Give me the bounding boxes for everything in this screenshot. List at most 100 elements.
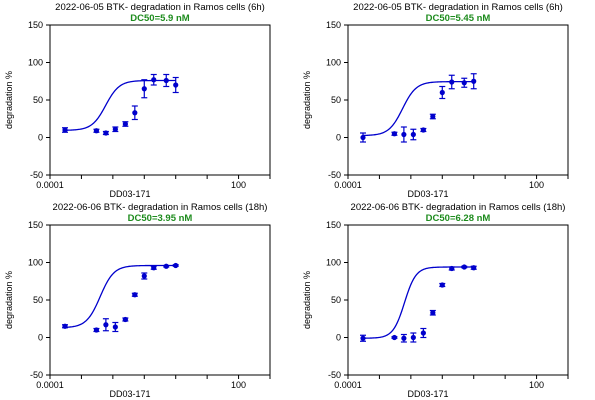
data-point: [151, 77, 157, 83]
plot-frame: [49, 24, 271, 176]
fit-curve: [362, 266, 474, 339]
data-point: [439, 89, 445, 96]
y-tick-label: 50: [33, 295, 43, 305]
chart-panel-3: 2022-06-06 BTK- degradation in Ramos cel…: [0, 200, 297, 400]
y-tick-label: 0: [336, 133, 341, 143]
x-axis-label: DD03-171: [109, 389, 150, 399]
x-tick-label: 0.0001: [334, 380, 362, 390]
fit-curve: [64, 264, 176, 329]
data-point: [391, 131, 398, 137]
y-tick-label: -50: [30, 170, 43, 180]
y-tick-label: 0: [38, 133, 43, 143]
x-axis-label: DD03-171: [407, 189, 448, 199]
plot-frame: [49, 224, 271, 376]
data-point: [122, 121, 128, 127]
data-point: [112, 324, 118, 330]
y-tick-label: 150: [326, 20, 341, 30]
y-tick-label: -50: [328, 370, 341, 380]
x-tick-label: 0.0001: [334, 180, 362, 190]
data-point: [410, 334, 416, 341]
data-point: [360, 335, 366, 341]
data-point: [461, 264, 467, 270]
x-tick-label: 100: [231, 380, 246, 390]
data-point: [112, 126, 118, 132]
data-point: [151, 265, 157, 271]
y-tick-label: 50: [33, 95, 43, 105]
data-point: [391, 334, 398, 341]
y-tick-label: -50: [328, 170, 341, 180]
x-tick-label: 0.0001: [36, 380, 64, 390]
dc50-label: DC50=3.95 nM: [128, 213, 193, 224]
chart-title: 2022-06-06 BTK- degradation in Ramos cel…: [53, 202, 268, 213]
fit-curve: [362, 80, 474, 137]
data-point: [173, 82, 179, 88]
data-point: [122, 316, 128, 323]
y-axis-label: degradation %: [4, 271, 14, 329]
y-tick-label: 100: [326, 58, 341, 68]
x-tick-label: 100: [529, 180, 544, 190]
data-point: [163, 77, 169, 84]
chart-title: 2022-06-05 BTK- degradation in Ramos cel…: [55, 2, 265, 13]
data-point: [471, 265, 477, 271]
chart-svg-2: 2022-06-05 BTK- degradation in Ramos cel…: [302, 2, 569, 199]
data-point: [141, 273, 147, 279]
x-axis-label: DD03-171: [407, 389, 448, 399]
x-tick-label: 100: [529, 380, 544, 390]
chart-panel-4: 2022-06-06 BTK- degradation in Ramos cel…: [298, 200, 595, 400]
y-tick-label: -50: [30, 370, 43, 380]
data-point: [93, 128, 100, 134]
data-point: [420, 330, 426, 336]
y-tick-label: 100: [326, 258, 341, 268]
data-point: [439, 282, 445, 288]
y-axis-label: degradation %: [302, 71, 312, 129]
data-point: [401, 131, 407, 138]
data-point: [410, 131, 416, 138]
data-point: [449, 265, 455, 272]
data-point: [141, 86, 147, 92]
data-point: [173, 262, 179, 269]
dc50-label: DC50=5.45 nM: [426, 13, 491, 24]
data-point: [132, 110, 138, 116]
x-tick-label: 100: [231, 180, 246, 190]
data-point: [430, 310, 436, 316]
y-tick-label: 150: [326, 220, 341, 230]
chart-panel-1: 2022-06-05 BTK- degradation in Ramos cel…: [0, 0, 297, 200]
x-axis-label: DD03-171: [109, 189, 150, 199]
chart-svg-4: 2022-06-06 BTK- degradation in Ramos cel…: [302, 202, 569, 399]
data-point: [360, 134, 366, 141]
data-point: [461, 80, 467, 86]
plot-frame: [347, 24, 569, 176]
y-tick-label: 150: [28, 220, 43, 230]
data-point: [103, 130, 109, 136]
fit-curve: [64, 79, 176, 131]
data-point: [62, 127, 68, 133]
y-tick-label: 50: [331, 95, 341, 105]
chart-title: 2022-06-05 BTK- degradation in Ramos cel…: [353, 2, 563, 13]
chart-svg-3: 2022-06-06 BTK- degradation in Ramos cel…: [4, 202, 271, 399]
y-tick-label: 0: [38, 333, 43, 343]
dc50-label: DC50=5.9 nM: [130, 13, 189, 24]
data-point: [471, 78, 477, 84]
data-point: [93, 327, 100, 333]
y-tick-label: 100: [28, 258, 43, 268]
data-point: [103, 322, 109, 328]
data-point: [132, 292, 138, 298]
chart-title: 2022-06-06 BTK- degradation in Ramos cel…: [351, 202, 566, 213]
y-tick-label: 150: [28, 20, 43, 30]
plot-frame: [347, 224, 569, 376]
y-tick-label: 50: [331, 295, 341, 305]
y-tick-label: 0: [336, 333, 341, 343]
y-tick-label: 100: [28, 58, 43, 68]
data-point: [420, 127, 426, 133]
data-point: [449, 79, 455, 85]
data-point: [62, 323, 68, 329]
y-axis-label: degradation %: [302, 271, 312, 329]
dc50-label: DC50=6.28 nM: [426, 213, 491, 224]
chart-svg-1: 2022-06-05 BTK- degradation in Ramos cel…: [4, 2, 271, 199]
data-point: [430, 113, 436, 120]
y-axis-label: degradation %: [4, 71, 14, 129]
data-point: [163, 263, 169, 269]
x-tick-label: 0.0001: [36, 180, 64, 190]
chart-panel-2: 2022-06-05 BTK- degradation in Ramos cel…: [298, 0, 595, 200]
data-point: [401, 335, 407, 341]
